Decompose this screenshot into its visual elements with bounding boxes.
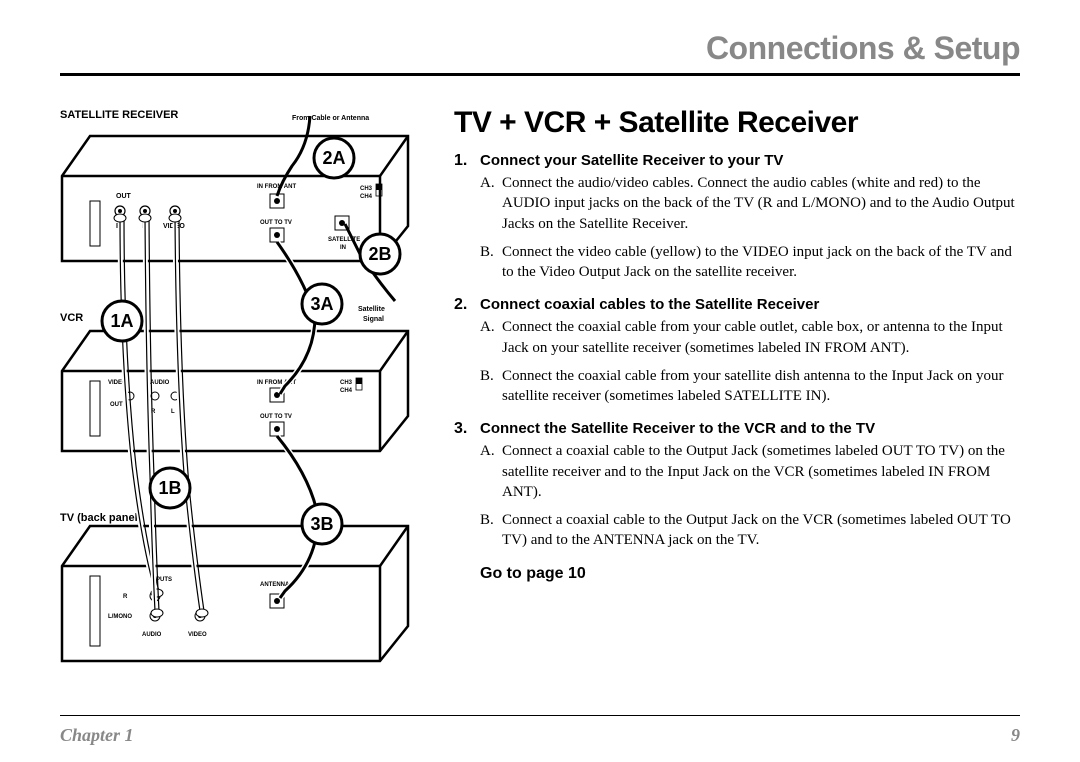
instructions-column: TV + VCR + Satellite Receiver Connect yo… <box>454 106 1020 666</box>
steps-list: Connect your Satellite Receiver to your … <box>454 152 1020 551</box>
chapter-label: Chapter 1 <box>60 725 134 746</box>
svg-text:1A: 1A <box>110 311 133 331</box>
tv-box: INPUTS R L/MONO AUDIO VIDEO ANTENNA <box>62 526 408 661</box>
content-row: SATELLITE RECEIVER From Cable or Antenna… <box>60 106 1020 666</box>
step-title: Connect coaxial cables to the Satellite … <box>480 296 1020 313</box>
connection-diagram: SATELLITE RECEIVER From Cable or Antenna… <box>60 106 430 666</box>
sat-signal-label: Satellite <box>358 306 385 313</box>
callout-2a: 2A <box>314 138 354 178</box>
callout-1b: 1B <box>150 468 190 508</box>
svg-text:R: R <box>123 594 128 600</box>
svg-text:VIDEO: VIDEO <box>188 632 207 638</box>
svg-text:AUDIO: AUDIO <box>142 632 162 638</box>
svg-text:CH4: CH4 <box>360 194 373 200</box>
satellite-receiver-box: OUT R L VIDEO IN FROM ANT OUT TO TV SATE… <box>62 136 408 261</box>
callout-3b: 3B <box>302 504 342 544</box>
callout-1a: 1A <box>102 301 142 341</box>
substep: A.Connect the audio/video cables. Connec… <box>480 173 1020 234</box>
substep: B.Connect the coaxial cable from your sa… <box>480 366 1020 407</box>
svg-text:OUT TO TV: OUT TO TV <box>260 220 292 226</box>
svg-text:IN FROM ANT: IN FROM ANT <box>257 184 296 190</box>
callout-2b: 2B <box>360 234 400 274</box>
vcr-label: VCR <box>60 312 83 324</box>
svg-text:2A: 2A <box>322 148 345 168</box>
svg-text:1B: 1B <box>158 478 181 498</box>
svg-text:OUT: OUT <box>116 193 132 200</box>
substep: A.Connect a coaxial cable to the Output … <box>480 441 1020 502</box>
main-title: TV + VCR + Satellite Receiver <box>454 106 1020 140</box>
svg-text:CH3: CH3 <box>340 380 353 386</box>
svg-text:3A: 3A <box>310 294 333 314</box>
page-number: 9 <box>1011 725 1020 746</box>
step-3: Connect the Satellite Receiver to the VC… <box>454 420 1020 550</box>
step-2: Connect coaxial cables to the Satellite … <box>454 296 1020 406</box>
svg-text:IN: IN <box>340 245 346 251</box>
callout-3a: 3A <box>302 284 342 324</box>
sat-label: SATELLITE RECEIVER <box>60 109 178 121</box>
svg-text:CH3: CH3 <box>360 186 373 192</box>
step-title: Connect the Satellite Receiver to the VC… <box>480 420 1020 437</box>
substep: B.Connect a coaxial cable to the Output … <box>480 510 1020 551</box>
step-title: Connect your Satellite Receiver to your … <box>480 152 1020 169</box>
svg-text:OUT: OUT <box>110 402 123 408</box>
step-1: Connect your Satellite Receiver to your … <box>454 152 1020 282</box>
vcr-box: VIDEO AUDIO OUT R L IN FROM ANT OUT TO T… <box>62 331 408 451</box>
svg-text:OUT TO TV: OUT TO TV <box>260 414 292 420</box>
page-header: Connections & Setup <box>60 30 1020 67</box>
svg-text:CH4: CH4 <box>340 388 353 394</box>
svg-text:2B: 2B <box>368 244 391 264</box>
substep: A.Connect the coaxial cable from your ca… <box>480 317 1020 358</box>
page-footer: Chapter 1 9 <box>60 725 1020 746</box>
footer-rule <box>60 715 1020 716</box>
svg-text:3B: 3B <box>310 514 333 534</box>
from-cable-label: From Cable or Antenna <box>292 115 369 122</box>
svg-text:AUDIO: AUDIO <box>150 380 170 386</box>
substep: B.Connect the video cable (yellow) to th… <box>480 242 1020 283</box>
header-rule <box>60 73 1020 76</box>
svg-text:Signal: Signal <box>363 316 384 323</box>
svg-text:L/MONO: L/MONO <box>108 614 132 620</box>
tv-label: TV (back panel) <box>60 512 142 524</box>
goto-page: Go to page 10 <box>454 565 1020 583</box>
svg-text:L: L <box>171 409 175 415</box>
